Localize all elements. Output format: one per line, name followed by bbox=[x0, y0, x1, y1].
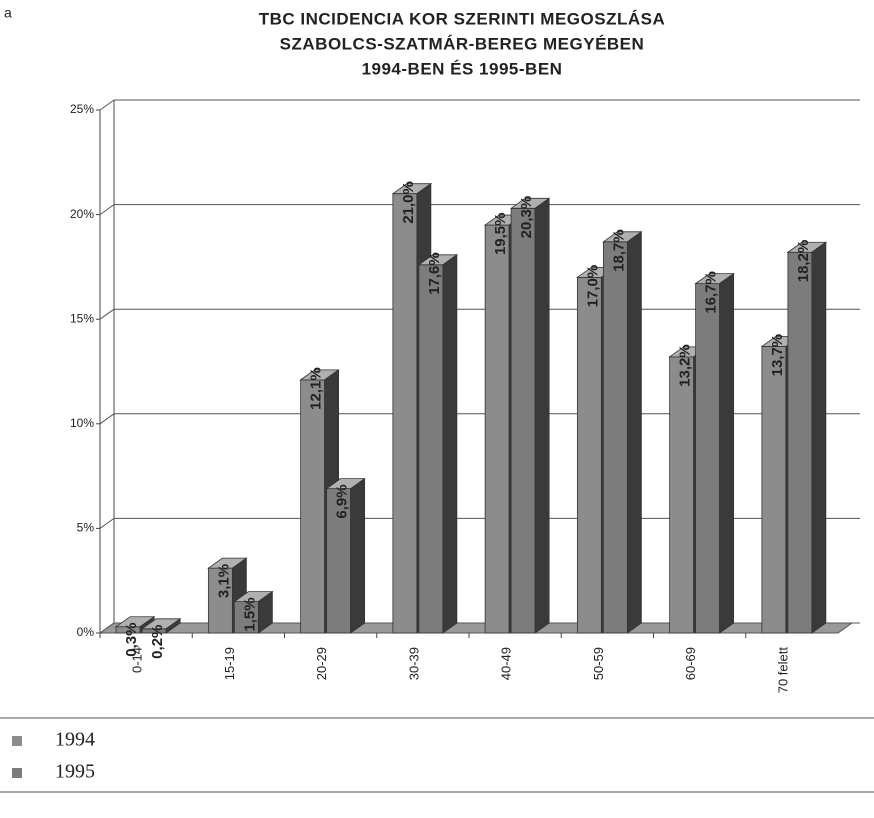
x-tick-label: 70 felett bbox=[775, 647, 790, 694]
bar bbox=[392, 193, 418, 634]
value-label: 0,2% bbox=[149, 625, 166, 659]
bar-side bbox=[442, 254, 458, 634]
y-tick-label: 0% bbox=[77, 625, 95, 639]
bar-side bbox=[811, 241, 827, 634]
value-label: 1,5% bbox=[241, 597, 258, 631]
legend-label: 1995 bbox=[55, 761, 95, 783]
bar bbox=[602, 241, 628, 634]
bar bbox=[418, 264, 444, 634]
value-label: 6,9% bbox=[334, 484, 351, 518]
value-label: 19,5% bbox=[492, 213, 509, 256]
grid-line bbox=[99, 413, 115, 425]
value-label: 21,0% bbox=[400, 181, 417, 224]
value-label: 13,7% bbox=[769, 334, 786, 377]
value-label: 20,3% bbox=[518, 196, 535, 239]
bar bbox=[300, 379, 326, 634]
y-tick-label: 15% bbox=[70, 311, 94, 325]
grid-line bbox=[99, 204, 115, 216]
y-tick-label: 25% bbox=[70, 102, 94, 116]
value-label: 16,7% bbox=[703, 271, 720, 314]
x-tick-label: 60-69 bbox=[683, 647, 698, 680]
panel-label: a bbox=[4, 5, 12, 21]
y-tick-label: 5% bbox=[77, 521, 95, 535]
bar-side bbox=[257, 590, 273, 634]
bar bbox=[787, 251, 813, 634]
x-tick-label: 40-49 bbox=[499, 647, 514, 680]
bar bbox=[761, 345, 787, 634]
x-tick-label: 20-29 bbox=[314, 647, 329, 680]
value-label: 18,2% bbox=[795, 240, 812, 283]
bar-side bbox=[350, 477, 366, 634]
bar-side bbox=[626, 231, 642, 634]
value-label: 18,7% bbox=[610, 229, 627, 272]
x-tick-label: 30-39 bbox=[406, 647, 421, 680]
bar bbox=[669, 356, 695, 634]
chart-title: SZABOLCS-SZATMÁR-BEREG MEGYÉBEN bbox=[280, 34, 645, 53]
value-label: 17,6% bbox=[426, 252, 443, 295]
y-tick-label: 20% bbox=[70, 207, 94, 221]
chart-title: TBC INCIDENCIA KOR SZERINTI MEGOSZLÁSA bbox=[259, 9, 666, 28]
legend-swatch bbox=[12, 736, 22, 746]
grid-line bbox=[99, 622, 115, 634]
bar bbox=[576, 276, 602, 634]
grid-line bbox=[99, 308, 115, 320]
x-tick-label: 0-14 bbox=[130, 647, 145, 673]
x-tick-label: 15-19 bbox=[222, 647, 237, 680]
value-label: 0,3% bbox=[123, 623, 140, 657]
legend-label: 1994 bbox=[55, 729, 95, 751]
bar-side bbox=[719, 272, 735, 634]
y-tick-label: 10% bbox=[70, 416, 94, 430]
grid-line bbox=[99, 99, 115, 111]
bar bbox=[695, 283, 721, 634]
value-label: 13,2% bbox=[677, 344, 694, 387]
legend-swatch bbox=[12, 768, 22, 778]
bar bbox=[326, 488, 352, 634]
value-label: 12,1% bbox=[308, 367, 325, 410]
bar-side bbox=[165, 618, 181, 634]
x-tick-label: 50-59 bbox=[591, 647, 606, 680]
bar bbox=[484, 224, 510, 634]
bar-side bbox=[534, 197, 550, 634]
grid-line bbox=[99, 517, 115, 529]
chart-title: 1994-BEN ÉS 1995-BEN bbox=[362, 59, 563, 78]
value-label: 3,1% bbox=[215, 564, 232, 598]
value-label: 17,0% bbox=[584, 265, 601, 308]
bar bbox=[233, 601, 259, 634]
bar bbox=[510, 207, 536, 634]
